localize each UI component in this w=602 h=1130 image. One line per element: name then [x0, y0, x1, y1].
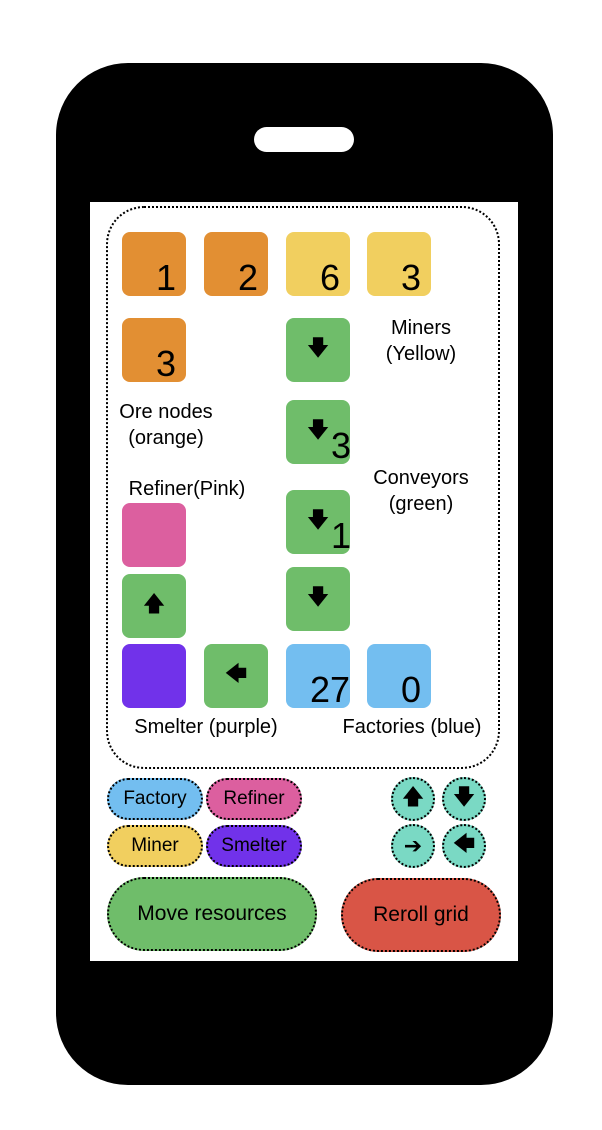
refiner-button[interactable]: Refiner: [206, 778, 302, 820]
left-direction-button[interactable]: 🡄: [442, 824, 486, 868]
down-direction-button[interactable]: 🡇: [442, 777, 486, 821]
right-arrow-icon: ➔: [403, 833, 423, 858]
down-arrow-icon: 🡇: [306, 417, 330, 442]
conveyor-tile[interactable]: 🡄: [204, 644, 268, 708]
smelter-button[interactable]: Smelter: [206, 825, 302, 867]
ore-nodes-label: Ore nodes (orange): [108, 399, 224, 451]
tile-count: 1: [330, 515, 351, 556]
left-arrow-icon: 🡄: [452, 831, 476, 856]
conveyors-label-text: Conveyors (green): [373, 467, 469, 515]
up-arrow-icon: 🡅: [142, 591, 166, 616]
tile-count: 0: [400, 669, 421, 710]
phone-speaker: [254, 127, 354, 152]
miners-label: Miners (Yellow): [368, 315, 474, 367]
tile-count: 3: [330, 425, 351, 466]
conveyor-tile[interactable]: 🡇 3: [286, 400, 351, 466]
factory-tile[interactable]: 27: [286, 644, 350, 710]
tile-count: 6: [319, 257, 340, 298]
left-arrow-icon: 🡄: [224, 661, 248, 686]
down-arrow-icon: 🡇: [306, 507, 330, 532]
reroll-grid-button[interactable]: Reroll grid: [341, 878, 501, 952]
game-grid: [106, 206, 500, 769]
smelter-tile[interactable]: [122, 644, 186, 708]
tile-count: 1: [155, 257, 176, 298]
miner-button[interactable]: Miner: [107, 825, 203, 867]
ore-node-tile[interactable]: 2: [204, 232, 268, 298]
up-arrow-icon: 🡅: [401, 784, 425, 809]
refiner-tile[interactable]: [122, 503, 186, 567]
ore-node-tile[interactable]: 3: [122, 318, 186, 384]
factory-tile[interactable]: 0: [367, 644, 431, 710]
down-arrow-icon: 🡇: [306, 335, 330, 360]
tile-count: 3: [400, 257, 421, 298]
conveyor-tile[interactable]: 🡇 1: [286, 490, 351, 556]
up-direction-button[interactable]: 🡅: [391, 777, 435, 821]
conveyor-tile[interactable]: 🡇: [286, 318, 350, 382]
refiner-label: Refiner(Pink): [128, 478, 246, 500]
conveyors-label: Conveyors (green): [360, 465, 482, 517]
tile-count: 3: [155, 343, 176, 384]
miners-label-text: Miners (Yellow): [385, 317, 457, 365]
move-resources-button[interactable]: Move resources: [107, 877, 317, 951]
right-direction-button[interactable]: ➔: [391, 824, 435, 868]
ore-node-tile[interactable]: 1: [122, 232, 186, 298]
down-arrow-icon: 🡇: [306, 584, 330, 609]
conveyor-tile[interactable]: 🡇: [286, 567, 350, 631]
down-arrow-icon: 🡇: [452, 784, 476, 809]
conveyor-tile[interactable]: 🡅: [122, 574, 186, 638]
ore-nodes-label-text: Ore nodes (orange): [119, 401, 213, 449]
factory-button[interactable]: Factory: [107, 778, 203, 820]
factories-label: Factories (blue): [342, 716, 482, 738]
smelter-label: Smelter (purple): [134, 716, 278, 738]
miner-tile[interactable]: 6: [286, 232, 350, 298]
tile-count: 27: [309, 669, 350, 710]
miner-tile[interactable]: 3: [367, 232, 431, 298]
tile-count: 2: [237, 257, 258, 298]
